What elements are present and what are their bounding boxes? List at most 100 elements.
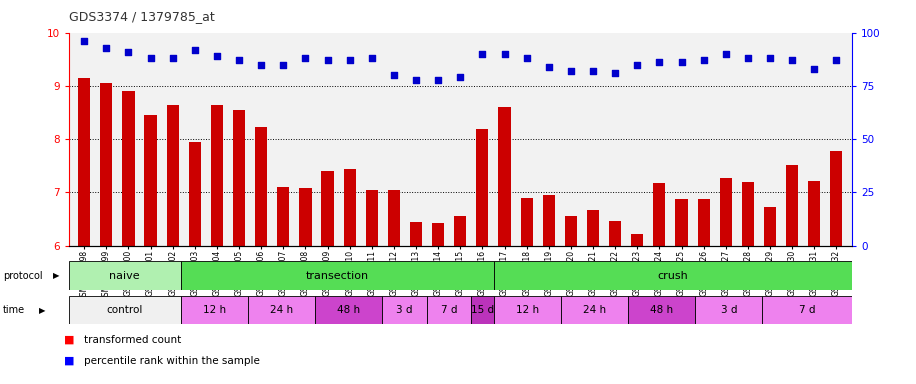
Point	[166, 55, 180, 61]
Point	[585, 68, 600, 74]
Point	[276, 61, 290, 68]
Point	[321, 57, 335, 63]
Point	[763, 55, 778, 61]
Bar	[808, 181, 821, 246]
FancyBboxPatch shape	[382, 296, 427, 324]
Text: 7 d: 7 d	[799, 305, 815, 315]
FancyBboxPatch shape	[472, 296, 494, 324]
Point	[99, 45, 114, 51]
Point	[652, 60, 667, 66]
Bar	[653, 183, 666, 246]
Bar	[675, 199, 688, 246]
Bar	[520, 198, 533, 246]
Text: naive: naive	[109, 270, 140, 281]
Point	[740, 55, 755, 61]
Point	[188, 46, 202, 53]
Bar	[631, 234, 643, 246]
Point	[453, 74, 467, 81]
Text: 12 h: 12 h	[516, 305, 539, 315]
Text: ■: ■	[64, 356, 74, 366]
FancyBboxPatch shape	[247, 296, 315, 324]
FancyBboxPatch shape	[180, 261, 494, 290]
Point	[630, 61, 645, 68]
Point	[696, 57, 711, 63]
Text: control: control	[106, 305, 143, 315]
Text: transection: transection	[306, 270, 369, 281]
Point	[807, 66, 822, 72]
Bar	[100, 83, 113, 246]
Point	[121, 49, 136, 55]
Bar	[78, 78, 91, 246]
Bar	[498, 107, 510, 246]
Bar	[720, 178, 732, 246]
Bar	[432, 223, 444, 246]
Text: ■: ■	[64, 335, 74, 345]
Bar	[387, 190, 400, 246]
Point	[608, 70, 623, 76]
Bar	[344, 169, 355, 246]
Bar	[300, 188, 311, 246]
FancyBboxPatch shape	[427, 296, 472, 324]
Bar	[742, 182, 754, 246]
Bar	[410, 222, 422, 246]
Bar	[565, 217, 577, 246]
Bar	[322, 171, 333, 246]
Bar	[145, 115, 157, 246]
Text: protocol: protocol	[3, 270, 42, 281]
Point	[409, 76, 423, 83]
Bar	[233, 110, 245, 246]
Bar	[609, 221, 621, 246]
FancyBboxPatch shape	[315, 296, 382, 324]
Text: 3 d: 3 d	[396, 305, 412, 315]
Point	[718, 51, 733, 57]
Text: 48 h: 48 h	[650, 305, 673, 315]
Point	[563, 68, 578, 74]
Point	[210, 53, 224, 59]
Bar	[167, 104, 179, 246]
Bar	[830, 151, 843, 246]
Bar	[189, 142, 201, 246]
FancyBboxPatch shape	[494, 296, 561, 324]
Point	[785, 57, 800, 63]
FancyBboxPatch shape	[69, 296, 180, 324]
Text: 12 h: 12 h	[202, 305, 225, 315]
Text: ▶: ▶	[38, 306, 45, 314]
Bar	[698, 199, 710, 246]
FancyBboxPatch shape	[628, 296, 695, 324]
Text: 48 h: 48 h	[337, 305, 360, 315]
Point	[343, 57, 357, 63]
Bar	[255, 127, 267, 246]
Point	[541, 64, 556, 70]
FancyBboxPatch shape	[69, 261, 180, 290]
FancyBboxPatch shape	[695, 296, 762, 324]
FancyBboxPatch shape	[762, 296, 852, 324]
Text: crush: crush	[658, 270, 688, 281]
Text: 24 h: 24 h	[583, 305, 606, 315]
Point	[674, 60, 689, 66]
Bar	[786, 165, 798, 246]
Bar	[365, 190, 378, 246]
Bar	[123, 91, 135, 246]
Bar	[764, 207, 776, 246]
Bar	[476, 129, 488, 246]
Bar	[211, 104, 223, 246]
Text: 3 d: 3 d	[721, 305, 737, 315]
Point	[519, 55, 534, 61]
FancyBboxPatch shape	[494, 261, 852, 290]
Bar	[454, 217, 466, 246]
Point	[77, 38, 92, 44]
Point	[829, 57, 844, 63]
Text: ▶: ▶	[53, 271, 60, 280]
Text: 7 d: 7 d	[441, 305, 457, 315]
Bar	[587, 210, 599, 246]
Point	[431, 76, 445, 83]
Text: percentile rank within the sample: percentile rank within the sample	[84, 356, 260, 366]
FancyBboxPatch shape	[180, 296, 247, 324]
Text: time: time	[3, 305, 25, 315]
Text: 15 d: 15 d	[471, 305, 495, 315]
FancyBboxPatch shape	[561, 296, 628, 324]
Point	[497, 51, 512, 57]
Point	[365, 55, 379, 61]
Text: transformed count: transformed count	[84, 335, 181, 345]
Point	[475, 51, 490, 57]
